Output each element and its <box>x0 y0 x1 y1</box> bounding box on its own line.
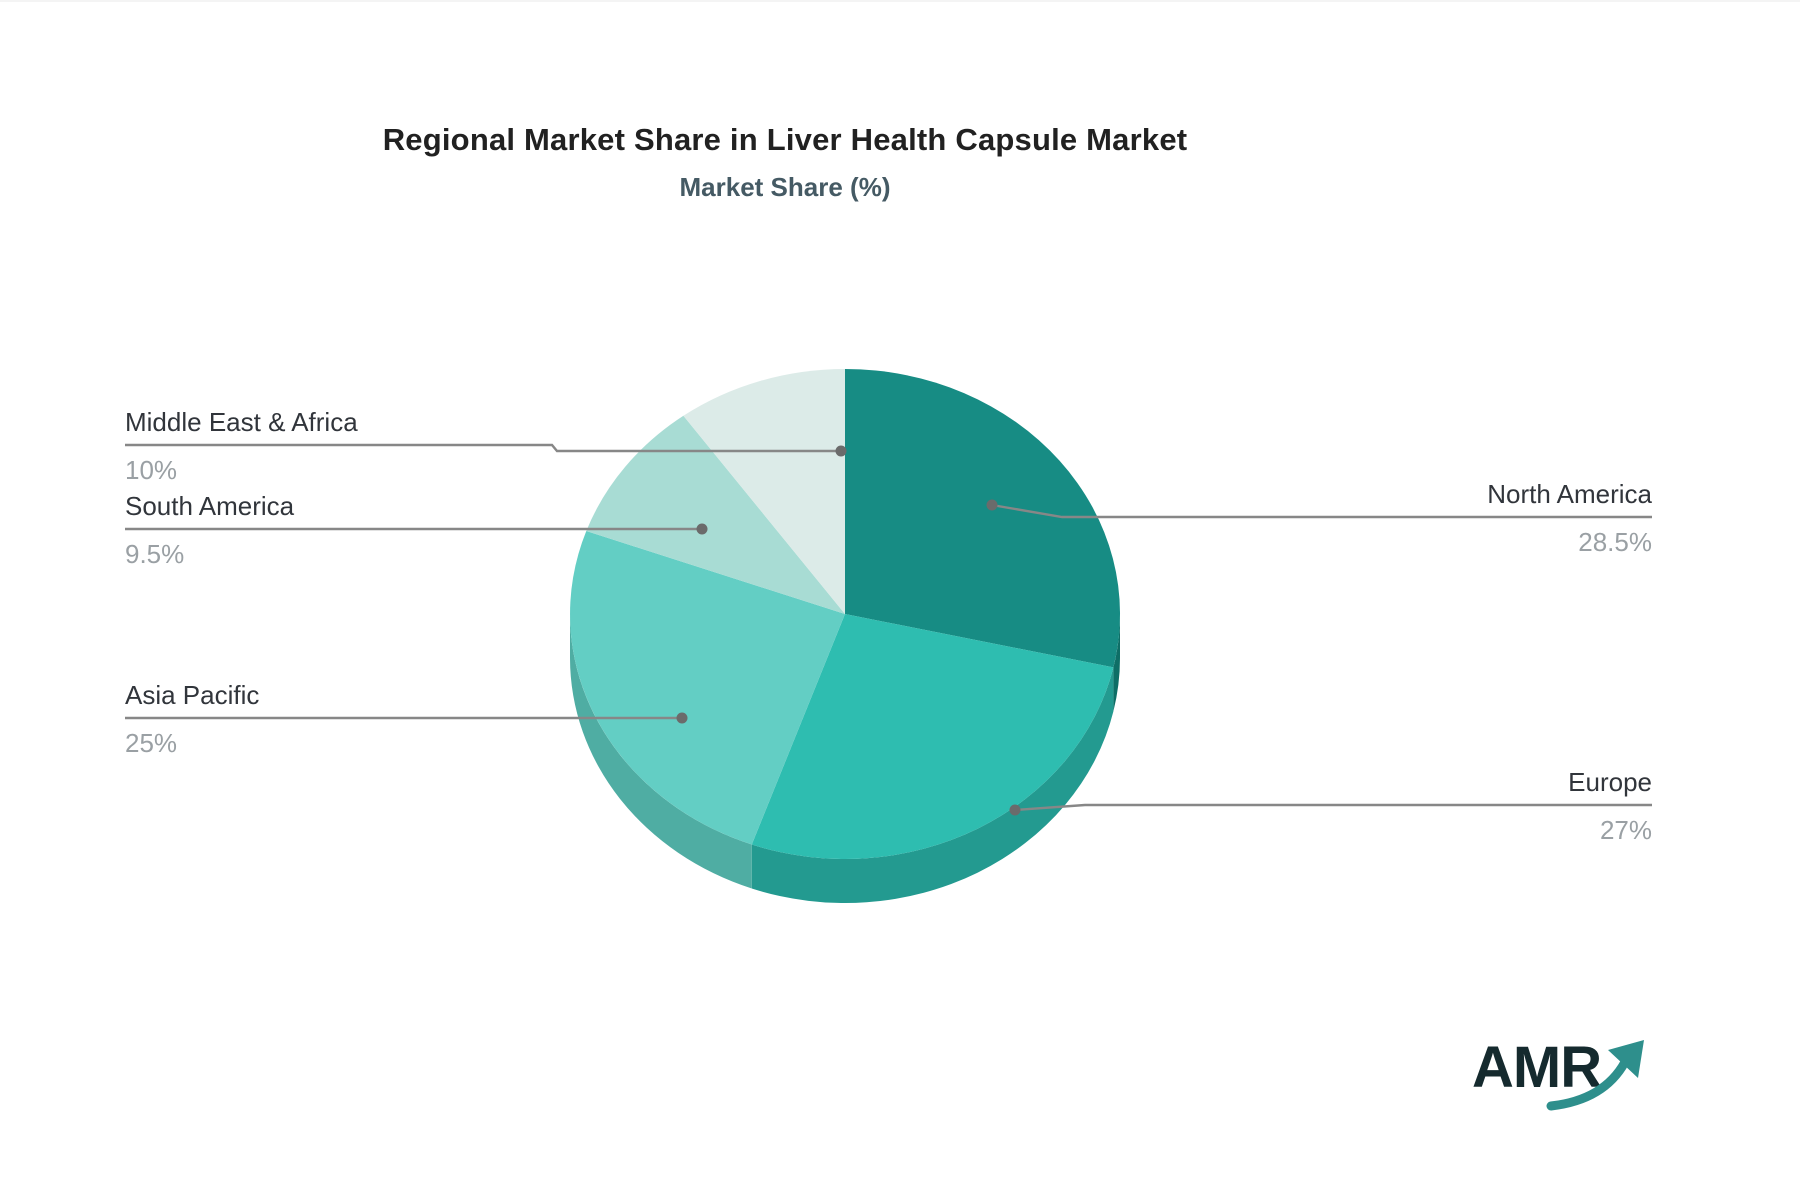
label-value: 9.5% <box>125 539 185 569</box>
label-south-america[interactable]: South America 9.5% <box>125 491 294 570</box>
logo-arrow-icon <box>1546 1040 1644 1111</box>
label-middle-east-africa[interactable]: Middle East & Africa 10% <box>125 407 358 486</box>
label-value: 10% <box>125 455 178 485</box>
label-name: Asia Pacific <box>125 680 260 710</box>
label-name: Middle East & Africa <box>125 407 358 437</box>
label-name: North America <box>1487 479 1652 509</box>
label-north-america[interactable]: North America 28.5% <box>1487 479 1652 558</box>
label-name: Europe <box>1568 767 1652 797</box>
leader-dot <box>696 523 708 535</box>
pie-slice-side <box>751 667 1114 904</box>
label-value: 27% <box>1599 815 1652 845</box>
pie-slice-south-america[interactable] <box>586 415 845 614</box>
pie-slice-north-america[interactable] <box>845 369 1121 668</box>
label-value: 25% <box>125 728 178 758</box>
leader-dot <box>1009 804 1021 816</box>
amr-logo: AMR <box>1472 1034 1672 1124</box>
pie-slice-europe[interactable] <box>751 614 1114 860</box>
label-europe[interactable]: Europe 27% <box>1568 767 1652 846</box>
leader-dot <box>986 499 998 511</box>
pie-slice-asia-pacific[interactable] <box>570 531 845 845</box>
label-name: South America <box>125 491 295 521</box>
leader-line <box>1014 803 1652 812</box>
pie-slice-middle-east-africa[interactable] <box>683 369 845 614</box>
chart-title: Regional Market Share in Liver Health Ca… <box>382 122 1188 157</box>
leader-dot <box>676 712 688 724</box>
label-asia-pacific[interactable]: Asia Pacific 25% <box>125 680 259 759</box>
leader-line <box>125 443 841 453</box>
pie-slice-side <box>1113 614 1121 712</box>
label-value: 28.5% <box>1578 527 1652 557</box>
chart-subtitle: Market Share (%) <box>679 172 891 202</box>
amr-logo-text: AMR <box>1472 1035 1602 1100</box>
leader-dot <box>835 445 847 457</box>
pie-slice-side <box>570 614 752 889</box>
leader-line <box>991 503 1652 519</box>
